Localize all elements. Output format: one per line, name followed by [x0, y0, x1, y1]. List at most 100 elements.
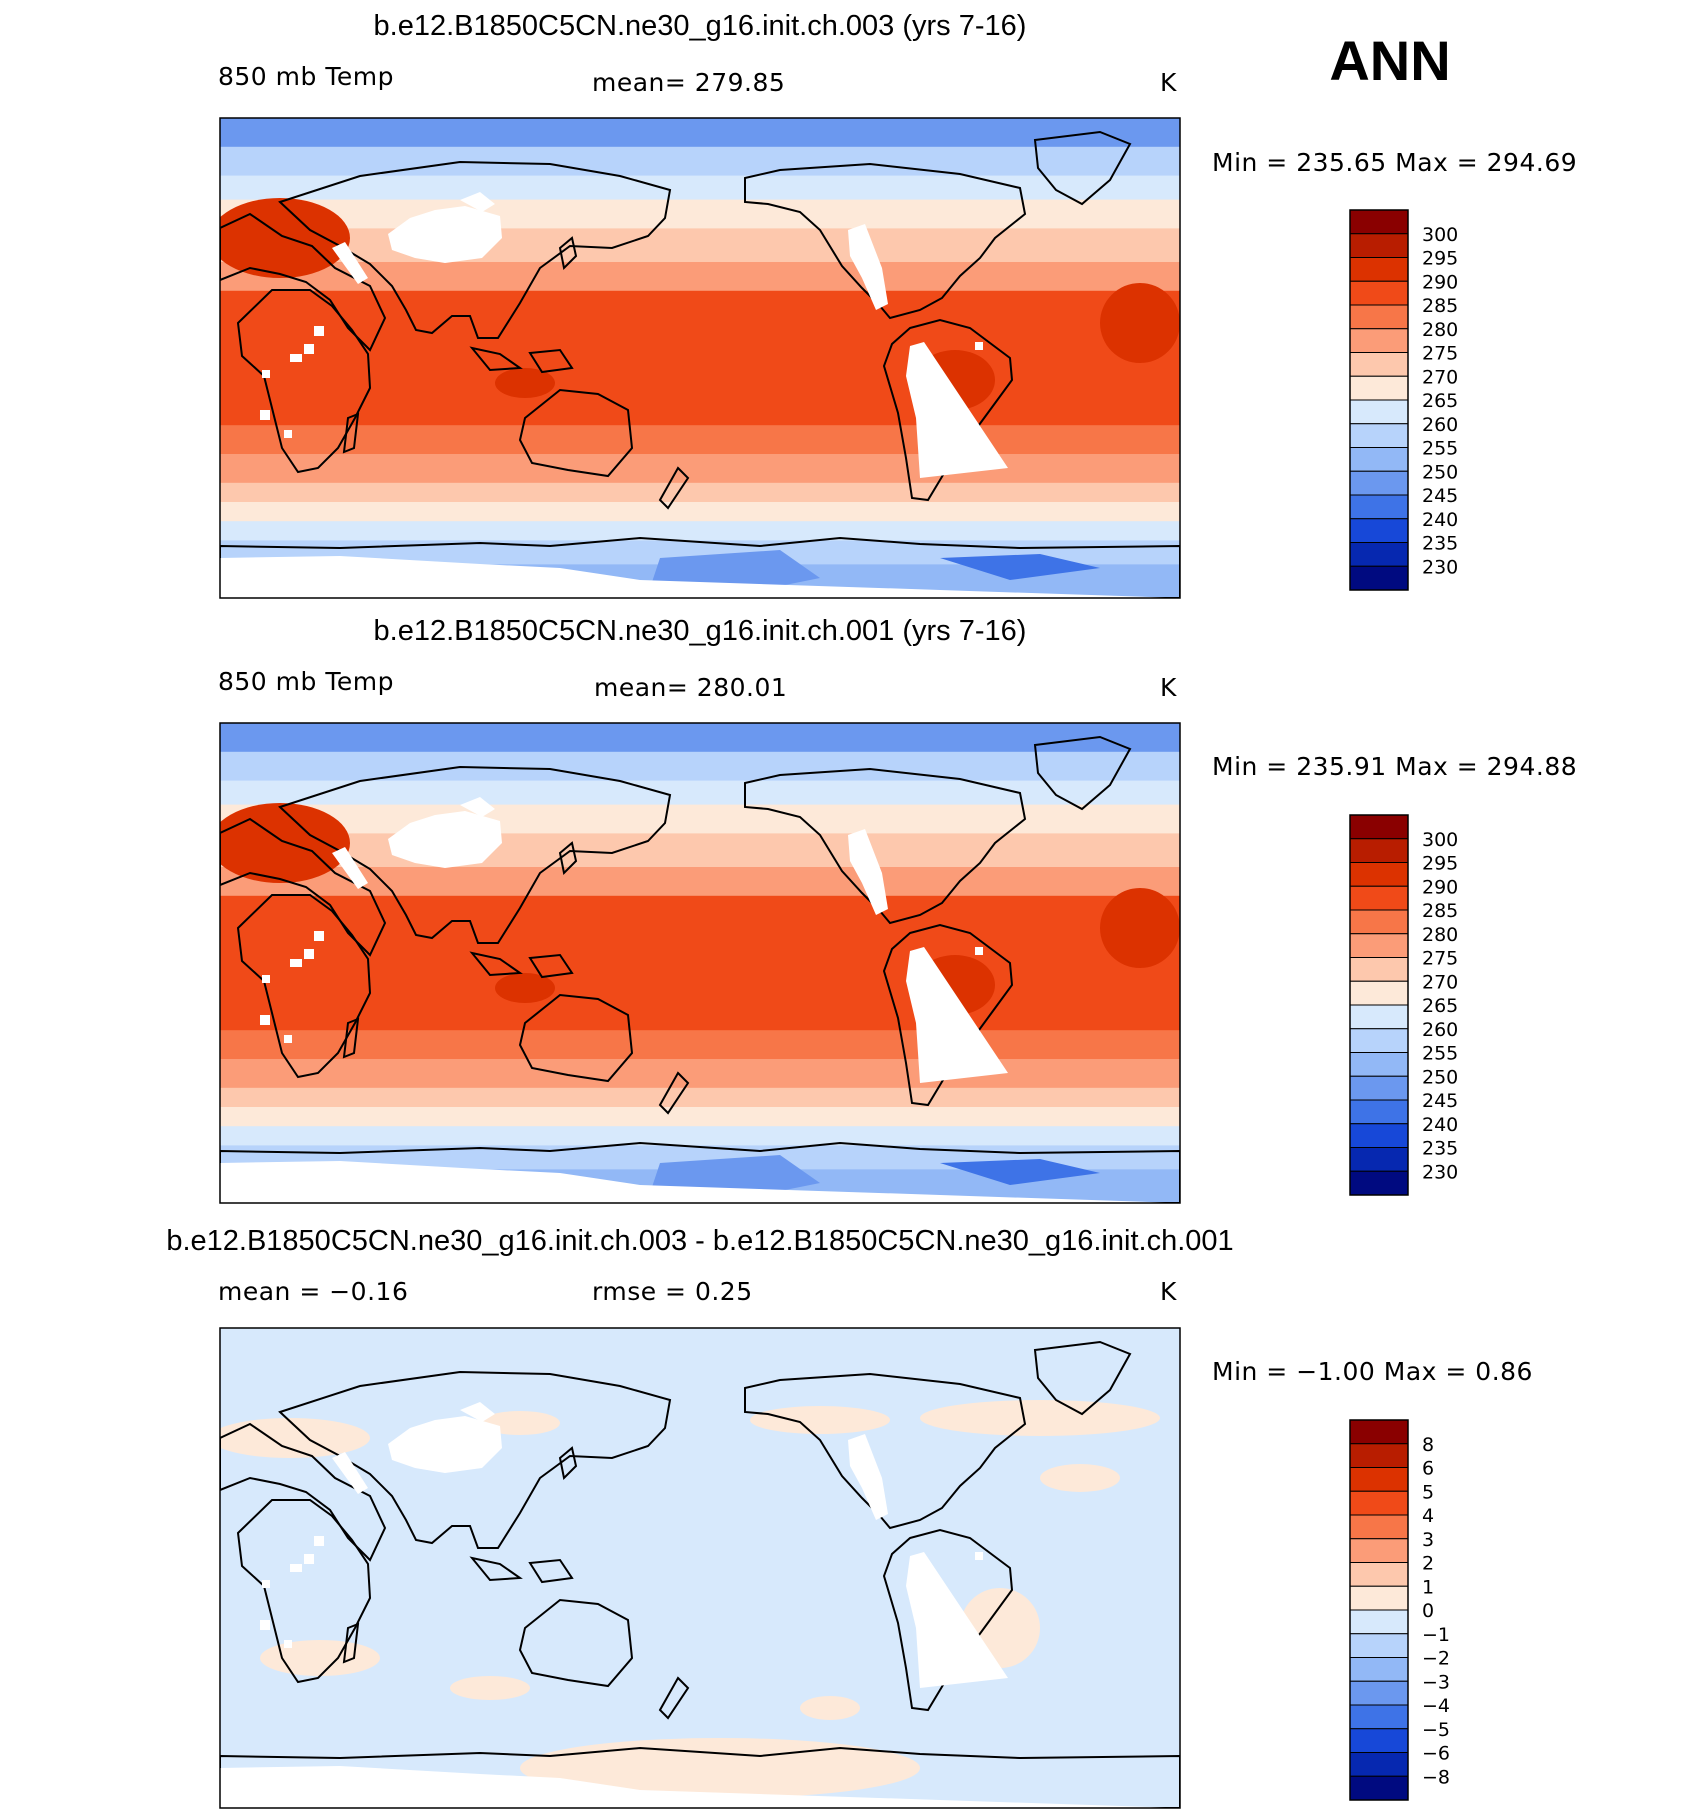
warm-core — [495, 368, 555, 398]
colorbar-swatch — [1349, 233, 1409, 258]
min-max-label: Min = −1.00 Max = 0.86 — [1212, 1357, 1533, 1386]
colorbar-swatch — [1349, 565, 1409, 591]
colorbar-swatch — [1349, 375, 1409, 401]
colorbar-swatch — [1349, 909, 1409, 935]
contour-band — [220, 454, 1180, 484]
colorbar-swatch — [1349, 1419, 1409, 1445]
season-label: ANN — [1329, 29, 1451, 92]
contour-band — [220, 1126, 1180, 1146]
warm-core — [220, 803, 350, 883]
colorbar-tick-label: 0 — [1422, 1600, 1434, 1622]
contour-band — [220, 804, 1180, 834]
min-max-label: Min = 235.65 Max = 294.69 — [1212, 148, 1578, 177]
colorbar-swatch — [1349, 447, 1409, 472]
colorbar-tick-label: −8 — [1422, 1766, 1450, 1788]
contour-band — [220, 146, 1180, 177]
colorbar-tick-label: 290 — [1422, 271, 1458, 293]
contour-band — [220, 199, 1180, 229]
colorbar-tick-label: 230 — [1422, 556, 1458, 578]
colorbar-swatch — [1349, 1633, 1409, 1658]
colorbar-tick-label: 265 — [1422, 995, 1458, 1017]
colorbar-tick-label: −1 — [1422, 1624, 1450, 1646]
colorbar-tick-label: 235 — [1422, 1138, 1458, 1160]
panel-title: b.e12.B1850C5CN.ne30_g16.init.ch.003 - b… — [166, 1225, 1234, 1257]
colorbar-swatch — [1349, 542, 1409, 567]
colorbar-tick-label: 295 — [1422, 853, 1458, 875]
antarctic-cold — [940, 554, 1100, 580]
colorbar-tick-label: 1 — [1422, 1576, 1434, 1598]
colorbar-tick-label: 250 — [1422, 1066, 1458, 1088]
colorbar-swatch — [1349, 1052, 1409, 1077]
colorbar-tick-label: 270 — [1422, 366, 1458, 388]
colorbar-tick-label: 280 — [1422, 319, 1458, 341]
contour-band — [220, 1107, 1180, 1127]
colorbar: 3002952902852802752702652602552502452402… — [1349, 209, 1458, 591]
colorbar-swatch — [1349, 838, 1409, 863]
colorbar-tick-label: 280 — [1422, 924, 1458, 946]
variable-label: 850 mb Temp — [218, 62, 394, 91]
variable-label: 850 mb Temp — [218, 667, 394, 696]
contour-band — [220, 867, 1180, 897]
colorbar-swatch — [1349, 280, 1409, 306]
positive-anomaly — [220, 1418, 370, 1458]
colorbar-swatch — [1349, 980, 1409, 1006]
contour-band — [220, 895, 1180, 1031]
units-label: K — [1160, 1277, 1177, 1306]
contour-band — [220, 262, 1180, 292]
colorbar-swatch — [1349, 352, 1409, 377]
positive-anomaly — [920, 1400, 1160, 1436]
missing-data-mask — [220, 1766, 1180, 1808]
contour-band — [220, 780, 1180, 806]
warm-core — [1100, 888, 1180, 968]
colorbar-tick-label: −4 — [1422, 1695, 1450, 1717]
missing-data-mask — [220, 556, 1180, 598]
colorbar-tick-label: 295 — [1422, 248, 1458, 270]
colorbar-swatch — [1349, 1028, 1409, 1053]
colorbar-swatch — [1349, 1514, 1409, 1540]
contour-band — [220, 290, 1180, 426]
colorbar-swatch — [1349, 957, 1409, 982]
colorbar-tick-label: 300 — [1422, 829, 1458, 851]
colorbar-swatch — [1349, 1075, 1409, 1101]
colorbar-tick-label: 275 — [1422, 343, 1458, 365]
colorbar-swatch — [1349, 1775, 1409, 1801]
colorbar-tick-label: 6 — [1422, 1458, 1434, 1480]
positive-anomaly — [260, 1640, 380, 1676]
warm-core — [220, 198, 350, 278]
colorbar-swatch — [1349, 470, 1409, 496]
colorbar-tick-label: 300 — [1422, 224, 1458, 246]
colorbar-tick-label: 245 — [1422, 485, 1458, 507]
colorbar-tick-label: −2 — [1422, 1648, 1450, 1670]
colorbar-swatch — [1349, 1657, 1409, 1682]
colorbar-swatch — [1349, 933, 1409, 958]
colorbar-tick-label: 235 — [1422, 533, 1458, 555]
contour-band — [220, 1087, 1180, 1108]
colorbar-tick-label: 240 — [1422, 509, 1458, 531]
colorbar-tick-label: 275 — [1422, 948, 1458, 970]
colorbar-swatch — [1349, 1147, 1409, 1172]
warm-core — [495, 973, 555, 1003]
colorbar-swatch — [1349, 1467, 1409, 1492]
colorbar-tick-label: −3 — [1422, 1671, 1450, 1693]
colorbar-swatch — [1349, 1004, 1409, 1030]
colorbar-tick-label: 5 — [1422, 1481, 1434, 1503]
map-panel — [219, 117, 1181, 599]
missing-data-mask — [220, 1161, 1180, 1203]
colorbar-swatch — [1349, 1562, 1409, 1587]
contour-band — [220, 1030, 1180, 1060]
contour-band — [220, 751, 1180, 782]
colorbar-tick-label: −5 — [1422, 1719, 1450, 1741]
colorbar-tick-label: 3 — [1422, 1529, 1434, 1551]
colorbar-swatch — [1349, 494, 1409, 520]
colorbar-swatch — [1349, 257, 1409, 282]
colorbar: 3002952902852802752702652602552502452402… — [1349, 814, 1458, 1196]
colorbar-tick-label: 285 — [1422, 900, 1458, 922]
positive-anomaly — [800, 1696, 860, 1720]
colorbar-swatch — [1349, 423, 1409, 448]
units-label: K — [1160, 673, 1177, 702]
colorbar-swatch — [1349, 328, 1409, 353]
contour-band — [220, 1059, 1180, 1089]
colorbar-swatch — [1349, 1609, 1409, 1635]
colorbar-tick-label: −6 — [1422, 1743, 1450, 1765]
colorbar-swatch — [1349, 1443, 1409, 1468]
